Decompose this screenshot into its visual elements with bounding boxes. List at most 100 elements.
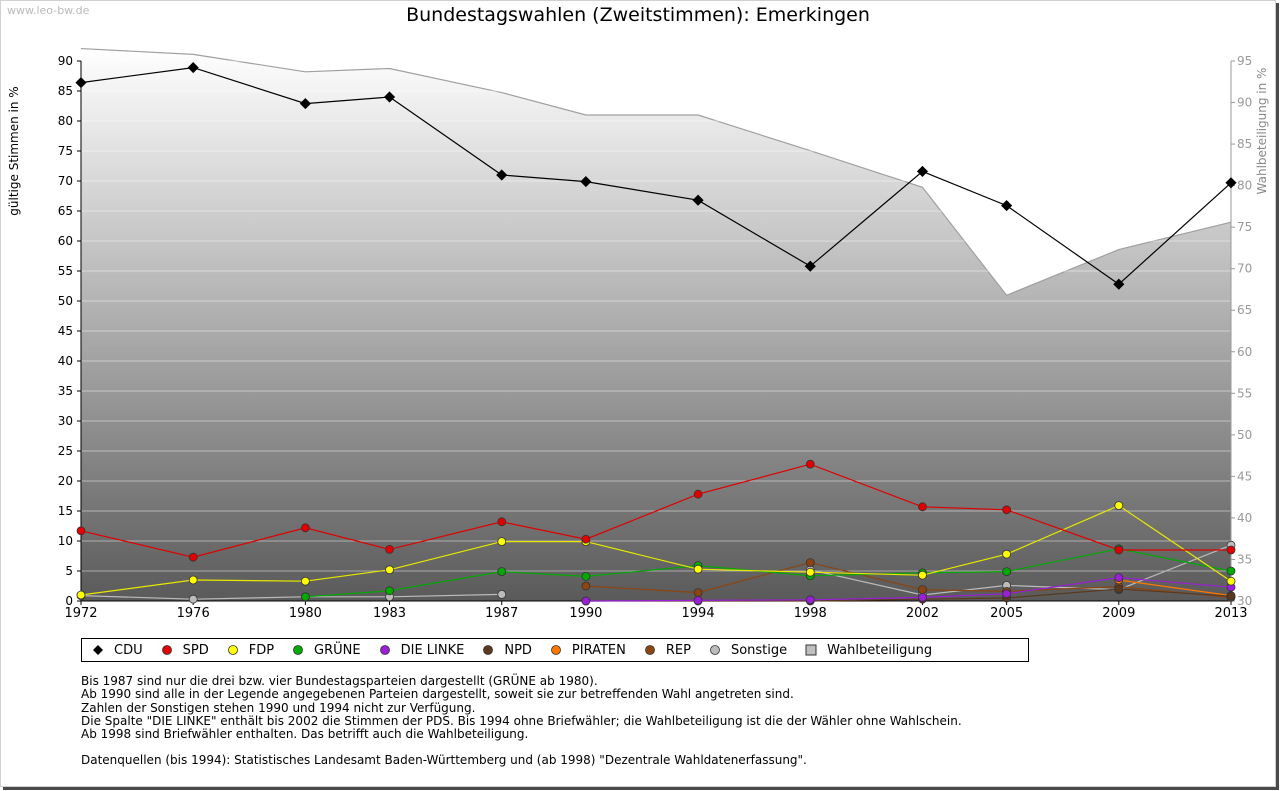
turnout-area: [81, 48, 1231, 602]
legend-item: CDU: [92, 643, 143, 658]
y-tick-label: 75: [58, 144, 73, 158]
data-point: [918, 593, 927, 602]
y-tick-label: 55: [58, 264, 73, 278]
legend-label: DIE LINKE: [400, 642, 465, 658]
data-point: [1002, 505, 1012, 515]
legend-label: FDP: [248, 642, 275, 658]
note-line: Ab 1990 sind alle in der Legende angegeb…: [81, 687, 794, 702]
series-line-fdp: [80, 504, 1232, 596]
data-point: [76, 590, 86, 600]
chart-title: Bundestagswahlen (Zweitstimmen): Emerkin…: [406, 4, 870, 26]
data-point: [581, 534, 591, 544]
data-point: [692, 194, 704, 206]
data-point: [1114, 573, 1124, 582]
y-axis-title: gültige Stimmen in %: [7, 86, 21, 215]
data-point: [385, 545, 394, 554]
legend-marker-icon: [161, 644, 173, 656]
data-point: [497, 517, 507, 527]
data-point: [1226, 566, 1236, 576]
data-point: [497, 590, 507, 599]
x-tick-label: 2009: [1102, 606, 1135, 621]
y2-axis-title: Wahlbeteiligung in %: [1255, 68, 1269, 195]
data-point: [1114, 501, 1124, 511]
legend-marker-icon: [644, 644, 656, 656]
data-point: [1226, 545, 1236, 555]
legend-item: REP: [644, 643, 691, 658]
data-point: [918, 502, 927, 512]
data-point: [804, 260, 816, 272]
y2-tick-label: 75: [1237, 220, 1252, 234]
data-point: [187, 62, 199, 74]
data-point: [300, 592, 310, 602]
data-point: [1002, 549, 1012, 559]
x-tick-label: 1976: [177, 606, 210, 621]
chart-notes: Bis 1987 sind nur die drei bzw. vier Bun…: [81, 674, 962, 742]
legend-label: Sonstige: [730, 642, 788, 658]
note-line: Zahlen der Sonstigen stehen 1990 und 199…: [81, 700, 476, 715]
legend-marker-icon: [92, 644, 104, 656]
data-point: [918, 585, 927, 594]
data-point: [1225, 177, 1237, 189]
legend-marker-icon: [379, 644, 391, 656]
data-point: [75, 77, 87, 89]
data-point: [383, 91, 396, 103]
y-tick-label: 5: [65, 564, 73, 578]
y-tick-label: 40: [58, 354, 73, 368]
legend-item: SPD: [161, 643, 209, 658]
x-tick-label: 1990: [569, 606, 602, 621]
data-point: [580, 176, 592, 188]
data-point: [805, 558, 815, 567]
x-tick-label: 1980: [289, 606, 322, 621]
series-line-cdu: [80, 66, 1232, 285]
data-point: [1114, 584, 1124, 594]
election-chart: 0 5 10 15 20 25 30 35 40 45 50 55 60 65 70 75 80 85 90 30 35…: [7, 47, 1269, 621]
y-tick-label: 15: [58, 504, 73, 518]
note-line: Ab 1998 sind Briefwähler enthalten. Das …: [81, 727, 529, 742]
data-point: [385, 565, 394, 575]
data-point: [188, 594, 198, 604]
data-point: [300, 523, 310, 533]
y-tick-label: 35: [58, 384, 73, 398]
data-source-note: Datenquellen (bis 1994): Statistisches L…: [81, 753, 807, 767]
legend-item: Wahlbeteiligung: [805, 643, 932, 658]
legend-marker-icon: [292, 644, 304, 656]
data-point: [497, 537, 507, 546]
y2-tick-label: 95: [1237, 54, 1252, 68]
y2-tick-label: 60: [1237, 345, 1252, 359]
data-point: [1226, 591, 1236, 601]
data-point: [805, 595, 815, 605]
legend-item: DIE LINKE: [379, 642, 465, 658]
watermark: www.leo-bw.de: [7, 4, 90, 17]
legend-marker-icon: [709, 644, 721, 656]
legend-label: PIRATEN: [571, 642, 626, 658]
y-tick-label: 70: [58, 174, 73, 188]
y2-tick-label: 30: [1237, 594, 1252, 608]
x-tick-label: 1972: [64, 606, 97, 621]
y-tick-label: 60: [58, 234, 73, 248]
y-tick-label: 20: [58, 474, 73, 488]
data-point: [1001, 200, 1013, 212]
y-tick-label: 65: [58, 204, 73, 218]
data-point: [188, 552, 198, 562]
y-tick-label: 45: [58, 324, 73, 338]
y-tick-label: 50: [58, 294, 73, 308]
data-point: [300, 576, 310, 586]
data-point: [1002, 567, 1012, 576]
legend-item: GRÜNE: [292, 643, 361, 658]
data-point: [299, 98, 311, 110]
turnout-line: [80, 47, 1232, 297]
series-line-spd: [80, 463, 1231, 558]
y2-tick-label: 40: [1237, 511, 1252, 525]
data-point: [805, 567, 815, 577]
legend-label: SPD: [182, 642, 209, 658]
y-tick-label: 25: [58, 444, 73, 458]
legend-marker-icon: [482, 644, 494, 656]
x-tick-label: 2013: [1214, 606, 1247, 621]
data-point: [496, 169, 508, 181]
y2-tick-label: 35: [1237, 552, 1252, 566]
series-line-piraten: [1118, 579, 1232, 597]
data-point: [918, 570, 927, 580]
data-point: [693, 596, 703, 605]
y-tick-label: 85: [58, 84, 73, 98]
y2-tick-label: 45: [1237, 469, 1252, 483]
